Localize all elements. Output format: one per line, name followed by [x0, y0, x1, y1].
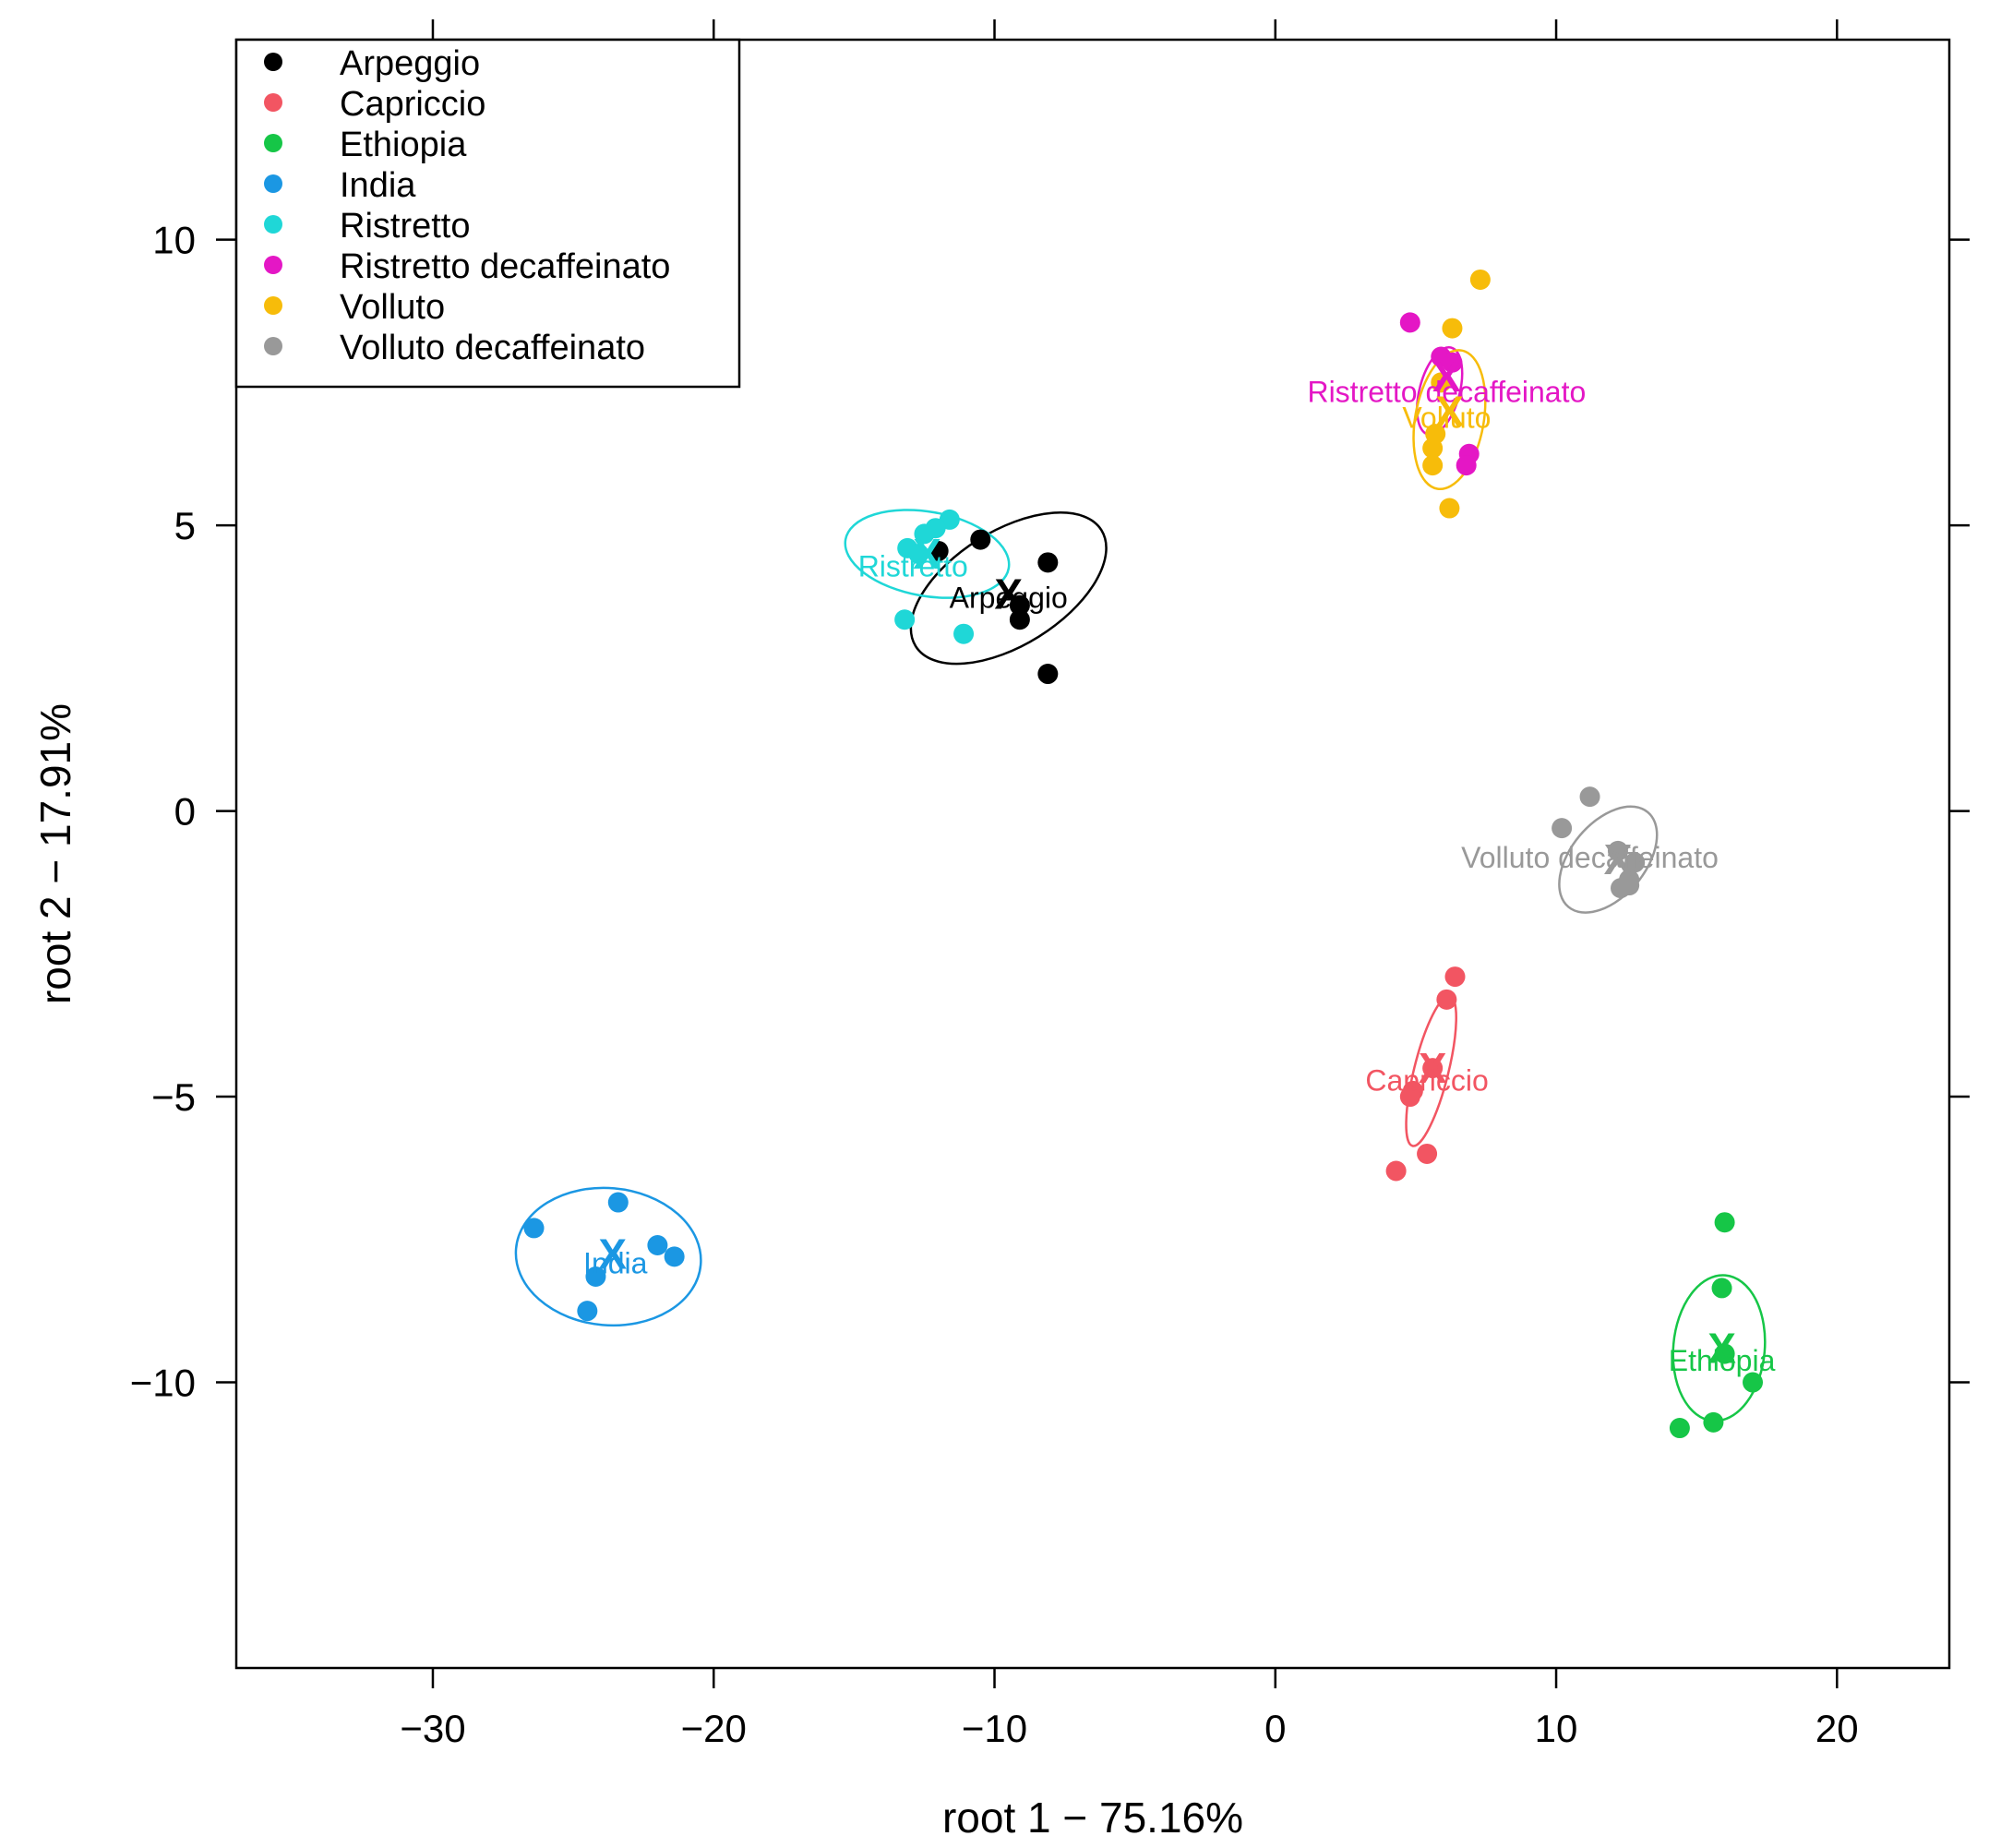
- point-india: [523, 1218, 545, 1239]
- point-ristretto-decaffeinato: [1442, 352, 1463, 373]
- point-ristretto-decaffeinato: [1399, 312, 1420, 333]
- point-arpeggio: [970, 529, 991, 550]
- y-tick-label: 5: [174, 504, 196, 547]
- centroid-volluto: X: [1435, 387, 1464, 435]
- group-labels: XArpeggioXCapriccioXEthiopiaXIndiaXRistr…: [583, 353, 1776, 1377]
- centroid-volluto-decaffeinato: X: [1604, 835, 1633, 883]
- point-ristretto: [953, 623, 975, 644]
- y-tick-label: −10: [130, 1362, 196, 1405]
- point-volluto-decaffeinato: [1579, 786, 1600, 808]
- point-india: [577, 1301, 598, 1322]
- legend-marker-volluto: [264, 296, 282, 315]
- point-arpeggio: [1037, 552, 1059, 573]
- point-capriccio: [1436, 989, 1457, 1010]
- x-tick-label: −10: [962, 1707, 1027, 1750]
- x-tick-label: 20: [1815, 1707, 1859, 1750]
- point-volluto: [1422, 455, 1444, 476]
- legend-marker-ristretto: [264, 215, 282, 234]
- legend-label-arpeggio: Arpeggio: [340, 44, 480, 83]
- legend-label-capriccio: Capriccio: [340, 85, 485, 124]
- point-volluto-decaffeinato: [1607, 840, 1628, 861]
- centroid-ristretto-decaffeinato: X: [1432, 353, 1461, 401]
- ellipse-ristretto: [844, 509, 1011, 599]
- legend: ArpeggioCapriccioEthiopiaIndiaRistrettoR…: [234, 38, 741, 389]
- point-arpeggio: [1009, 594, 1030, 616]
- point-india: [585, 1266, 606, 1288]
- point-volluto: [1425, 424, 1446, 445]
- legend-label-india: India: [340, 166, 416, 205]
- y-tick-label: 10: [152, 219, 196, 262]
- point-india: [664, 1246, 685, 1267]
- group-label-india: India: [583, 1247, 648, 1280]
- axes: −30 −20 −10 0 10 20 −10 −5 0 5 10: [130, 19, 1970, 1750]
- point-volluto: [1469, 269, 1491, 290]
- point-capriccio: [1399, 1086, 1420, 1108]
- point-arpeggio: [1037, 664, 1059, 685]
- legend-marker-india: [264, 174, 282, 193]
- point-volluto: [1439, 498, 1460, 519]
- point-ethiopia: [1703, 1411, 1724, 1433]
- ellipse-india: [514, 1186, 702, 1327]
- point-ristretto-decaffeinato: [1456, 455, 1477, 476]
- point-volluto-decaffeinato: [1624, 852, 1646, 873]
- group-label-capriccio: Capriccio: [1365, 1063, 1488, 1097]
- group-label-arpeggio: Arpeggio: [950, 581, 1068, 614]
- x-tick-label: 10: [1535, 1707, 1578, 1750]
- point-capriccio: [1417, 1143, 1438, 1164]
- point-capriccio: [1444, 966, 1466, 988]
- legend-marker-ristretto-decaffeinato: [264, 256, 282, 274]
- legend-label-ristretto: Ristretto: [340, 207, 470, 246]
- legend-marker-capriccio: [264, 93, 282, 112]
- point-ethiopia: [1714, 1343, 1735, 1364]
- legend-marker-arpeggio: [264, 53, 282, 71]
- point-arpeggio: [1009, 609, 1030, 630]
- legend-box: [234, 38, 741, 389]
- point-india: [647, 1234, 668, 1255]
- legend-label-volluto-decaffeinato: Volluto decaffeinato: [340, 329, 645, 367]
- x-tick-label: −20: [681, 1707, 747, 1750]
- point-ethiopia: [1714, 1212, 1735, 1233]
- point-capriccio: [1385, 1160, 1407, 1182]
- centroid-ristretto: X: [913, 530, 941, 578]
- x-tick-label: −30: [400, 1707, 465, 1750]
- point-india: [607, 1192, 629, 1213]
- legend-label-ristretto-decaffeinato: Ristretto decaffeinato: [340, 247, 670, 286]
- plot-frame: [234, 38, 1951, 1670]
- legend-label-volluto: Volluto: [340, 288, 445, 327]
- point-volluto: [1431, 372, 1452, 393]
- y-tick-label: −5: [151, 1075, 196, 1119]
- point-ristretto: [908, 544, 929, 565]
- legend-marker-ethiopia: [264, 134, 282, 152]
- group-label-ethiopia: Ethiopia: [1669, 1344, 1776, 1377]
- centroid-capriccio: X: [1419, 1044, 1447, 1092]
- point-ethiopia: [1711, 1278, 1732, 1299]
- group-label-ristretto: Ristretto: [858, 549, 968, 582]
- point-volluto: [1442, 318, 1463, 339]
- point-arpeggio: [928, 540, 949, 561]
- point-ethiopia: [1743, 1372, 1764, 1393]
- point-volluto-decaffeinato: [1619, 875, 1640, 896]
- point-ethiopia: [1669, 1418, 1690, 1439]
- legend-marker-volluto-decaffeinato: [264, 337, 282, 355]
- data-points: [523, 269, 1764, 1439]
- group-label-volluto-decaffeinato: Volluto decaffeinato: [1461, 841, 1719, 874]
- point-ristretto: [914, 523, 935, 545]
- centroid-arpeggio: X: [994, 570, 1023, 618]
- group-label-ristretto-decaffeinato: Ristretto decaffeinato: [1307, 376, 1586, 409]
- ellipse-volluto: [1412, 349, 1487, 491]
- centroid-ethiopia: X: [1707, 1324, 1736, 1372]
- point-volluto-decaffeinato: [1552, 818, 1573, 839]
- point-capriccio: [1422, 1058, 1444, 1079]
- group-label-volluto: Volluto: [1402, 402, 1491, 435]
- y-tick-label: 0: [174, 790, 196, 834]
- point-ristretto: [894, 609, 916, 630]
- legend-label-ethiopia: Ethiopia: [340, 126, 467, 164]
- confidence-ellipses: [514, 346, 1767, 1422]
- x-tick-label: 0: [1264, 1707, 1286, 1750]
- y-axis-title: root 2 − 17.91%: [31, 703, 79, 1004]
- centroid-india: X: [598, 1230, 627, 1278]
- x-axis-title: root 1 − 75.16%: [942, 1794, 1243, 1842]
